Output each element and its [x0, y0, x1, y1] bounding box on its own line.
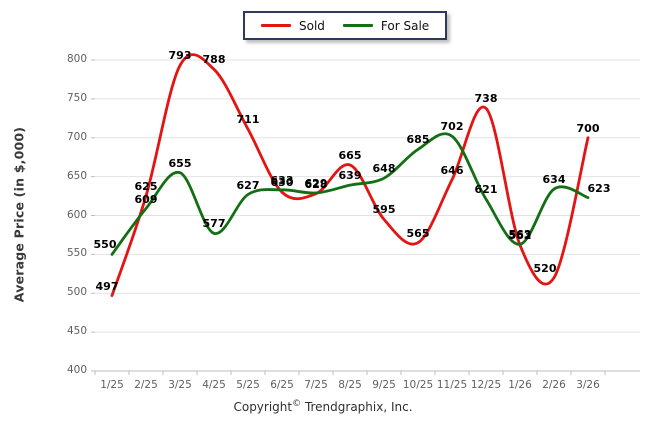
sold-value-label: 665: [338, 148, 362, 162]
y-tick-label: 600: [66, 208, 87, 221]
for-sale-value-label: 648: [372, 162, 396, 176]
copyright-symbol: ©: [292, 399, 302, 409]
y-tick-label: 700: [66, 130, 87, 143]
x-tick-label: 1/26: [508, 379, 532, 391]
legend-label-sold: Sold: [299, 18, 325, 33]
x-tick-label: 2/25: [134, 379, 158, 391]
for-sale-line-swatch: [342, 24, 373, 27]
sold-value-label: 788: [202, 53, 226, 67]
x-tick-label: 1/25: [100, 379, 124, 391]
for-sale-value-label: 685: [406, 133, 430, 147]
copyright-company: Trendgraphix, Inc.: [304, 400, 413, 414]
y-tick-label: 650: [66, 169, 87, 182]
copyright-text: Copyright© Trendgraphix, Inc.: [0, 399, 646, 414]
x-tick-label: 10/25: [402, 379, 434, 391]
y-axis-title: Average Price (in $,000): [11, 126, 27, 303]
sold-value-label: 738: [474, 92, 498, 106]
sold-value-label: 646: [440, 163, 464, 177]
x-tick-label: 3/26: [576, 379, 600, 391]
for-sale-value-label: 577: [202, 217, 226, 231]
for-sale-value-label: 623: [587, 181, 611, 195]
sold-value-label: 630: [270, 176, 294, 190]
x-tick-label: 9/25: [372, 379, 396, 391]
legend: Sold For Sale: [243, 11, 448, 40]
sold-value-label: 562: [508, 229, 532, 243]
sold-value-label: 520: [533, 261, 557, 275]
x-tick-label: 11/25: [436, 379, 468, 391]
for-sale-value-label: 629: [304, 176, 328, 190]
sold-value-label: 595: [372, 203, 396, 217]
for-sale-value-label: 550: [93, 238, 117, 252]
sold-value-label: 793: [168, 49, 192, 63]
sold-value-label: 711: [236, 113, 260, 127]
for-sale-value-label: 655: [168, 156, 192, 170]
x-tick-label: 5/25: [236, 379, 260, 391]
y-tick-label: 400: [66, 364, 87, 376]
legend-item-for-sale: For Sale: [342, 18, 430, 33]
y-tick-label: 450: [66, 325, 87, 338]
x-tick-label: 12/25: [470, 379, 502, 391]
y-tick-label: 500: [66, 286, 87, 299]
for-sale-value-label: 639: [338, 169, 362, 183]
sold-line-swatch: [261, 24, 291, 27]
x-tick-label: 7/25: [304, 379, 328, 391]
legend-label-for-sale: For Sale: [380, 18, 430, 33]
for-sale-value-label: 702: [440, 120, 464, 134]
legend-item-sold: Sold: [261, 19, 325, 33]
copyright-word: Copyright: [233, 400, 293, 414]
x-tick-label: 2/26: [542, 379, 566, 391]
for-sale-value-label: 634: [542, 173, 566, 187]
for-sale-value-label: 621: [474, 183, 498, 197]
sold-value-label: 625: [134, 180, 158, 194]
sold-value-label: 565: [406, 226, 430, 240]
sold-value-label: 700: [576, 121, 600, 135]
y-tick-label: 750: [66, 91, 87, 104]
x-tick-label: 4/25: [202, 379, 226, 391]
sold-value-label: 628: [304, 177, 328, 191]
x-tick-label: 6/25: [270, 379, 294, 391]
for-sale-line: [110, 132, 590, 256]
sold-line: [110, 53, 590, 297]
y-tick-label: 550: [66, 247, 87, 260]
sold-value-label: 497: [95, 279, 119, 293]
for-sale-value-label: 609: [134, 192, 158, 206]
y-tick-label: 800: [66, 53, 87, 65]
for-sale-value-label: 563: [508, 228, 532, 242]
x-tick-label: 8/25: [338, 379, 362, 391]
x-tick-label: 3/25: [168, 379, 192, 391]
for-sale-value-label: 627: [236, 178, 260, 192]
for-sale-value-label: 633: [270, 173, 294, 187]
